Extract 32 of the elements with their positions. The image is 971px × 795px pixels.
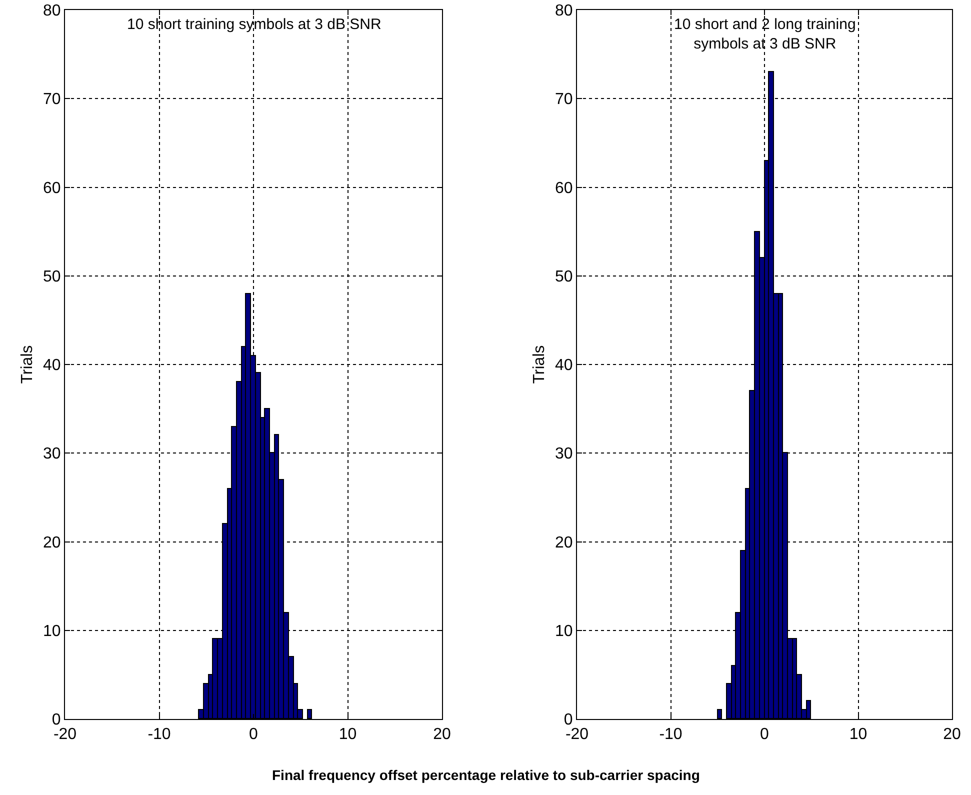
y-tick-label: 30 <box>43 446 61 463</box>
y-tick-label: 80 <box>43 2 61 20</box>
x-tick-label: 10 <box>849 726 868 744</box>
y-tick-label: 0 <box>564 712 573 729</box>
y-tick-label: 40 <box>43 357 61 374</box>
y-tick-label: 10 <box>555 622 573 640</box>
y-tick-label: 80 <box>555 2 573 20</box>
x-axis-title: Final frequency offset percentage relative to sub-carrier spacing <box>272 767 700 783</box>
y-tick-label: 70 <box>43 91 61 108</box>
x-tick-label: 10 <box>338 726 357 744</box>
y-tick-label: 10 <box>43 622 61 640</box>
y-tick-label: 20 <box>43 534 61 552</box>
x-tick-label: 20 <box>943 726 961 744</box>
y-tick-label: 30 <box>555 446 573 463</box>
y-tick-label: 20 <box>555 534 573 552</box>
y-tick-label: 50 <box>555 268 573 286</box>
y-tick-label: 0 <box>52 712 61 729</box>
x-tick-label: -10 <box>148 726 171 744</box>
y-tick-label: 60 <box>555 180 573 197</box>
x-tick-label: -20 <box>565 726 589 744</box>
x-tick-label: -20 <box>53 726 77 744</box>
x-tick-label: 0 <box>249 726 258 744</box>
x-tick-label: 20 <box>433 726 451 744</box>
x-tick-label: 0 <box>760 726 770 744</box>
y-tick-label: 70 <box>555 91 573 108</box>
x-tick-label: -10 <box>659 726 682 744</box>
y-tick-label: 40 <box>555 357 573 374</box>
y-axis-title: Trials <box>530 345 548 384</box>
chart-title: 10 short training symbols at 3 dB SNR <box>127 16 382 33</box>
y-tick-label: 60 <box>43 180 61 197</box>
y-axis-title: Trials <box>18 345 36 384</box>
y-tick-label: 50 <box>43 268 61 286</box>
